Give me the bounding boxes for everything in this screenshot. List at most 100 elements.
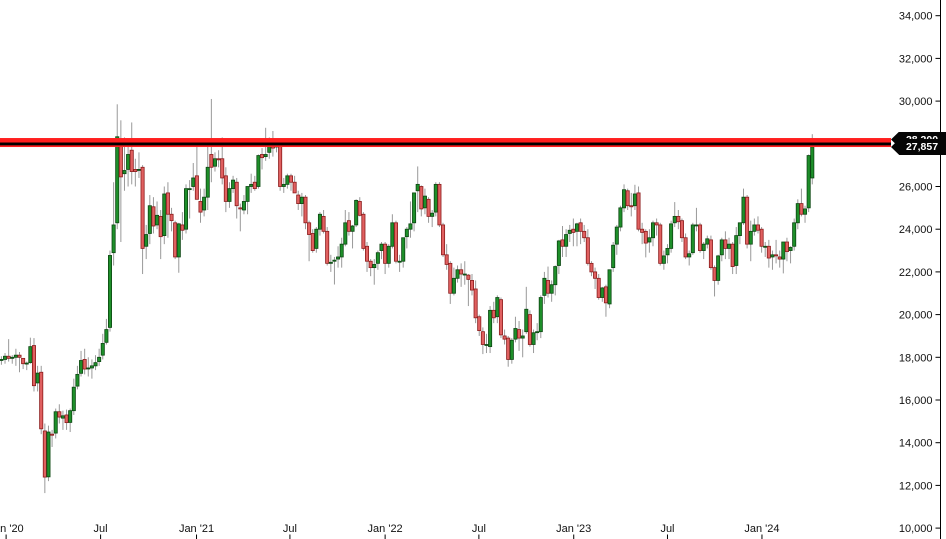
candle-up	[509, 339, 514, 360]
y-tick-label: 30,000	[899, 96, 933, 108]
candle-down	[589, 262, 594, 273]
candles-layer	[0, 98, 815, 494]
candle-up	[115, 136, 120, 224]
candle-up	[651, 222, 656, 239]
candle-up	[0, 359, 4, 361]
candle-up	[451, 277, 456, 294]
candle-up	[339, 243, 344, 258]
candle-down	[444, 254, 449, 265]
candle-down	[31, 345, 36, 387]
candle-down	[498, 299, 503, 336]
candle-up	[611, 244, 616, 269]
candle-up	[574, 223, 579, 232]
candle-down	[50, 433, 55, 436]
candle-up	[788, 246, 793, 251]
candle-up	[397, 260, 402, 263]
candle-up	[701, 243, 706, 251]
y-tick-label: 24,000	[899, 224, 933, 236]
candle-down	[365, 245, 370, 262]
candle-up	[46, 431, 51, 478]
candle-up	[176, 223, 181, 258]
candle-up	[336, 256, 341, 260]
candle-up	[430, 212, 435, 217]
y-tick-label: 20,000	[899, 310, 933, 322]
candle-down	[730, 243, 735, 267]
candle-up	[734, 235, 739, 266]
candle-down	[17, 354, 22, 358]
candle-up	[126, 154, 131, 170]
candle-down	[658, 224, 663, 264]
candle-up	[328, 261, 333, 264]
candle-up	[716, 255, 721, 281]
candle-up	[93, 362, 98, 367]
candle-down	[506, 337, 511, 360]
candle-down	[708, 239, 713, 269]
candle-up	[553, 266, 558, 286]
candle-down	[133, 169, 138, 172]
candle-down	[158, 215, 163, 238]
x-tick-label: Jan '23	[556, 523, 591, 535]
candle-up	[488, 309, 493, 348]
candle-up	[108, 255, 113, 328]
candle-down	[310, 233, 315, 251]
candle-up	[386, 245, 391, 264]
candle-up	[89, 365, 94, 369]
candle-down	[426, 198, 431, 217]
candle-down	[296, 194, 301, 204]
candle-down	[560, 239, 565, 247]
y-tick-label: 18,000	[899, 352, 933, 364]
candle-up	[538, 297, 543, 333]
candle-up	[661, 255, 666, 264]
candle-down	[292, 181, 297, 194]
candle-up	[53, 411, 58, 434]
candle-up	[694, 224, 699, 227]
candle-down	[766, 245, 771, 259]
candle-up	[241, 201, 246, 211]
candle-down	[303, 196, 308, 224]
candle-down	[6, 355, 11, 359]
candle-down	[361, 213, 366, 249]
candle-down	[777, 256, 782, 260]
candle-up	[455, 269, 460, 279]
candle-down	[448, 262, 453, 294]
candle-up	[3, 355, 8, 360]
x-tick-label: Jan '24	[744, 523, 779, 535]
candle-up	[535, 331, 540, 334]
candle-up	[79, 360, 84, 374]
x-tick-label: Jul	[283, 523, 297, 535]
candle-down	[173, 222, 178, 258]
candle-up	[212, 158, 217, 167]
candle-up	[350, 225, 355, 232]
candle-up	[567, 229, 572, 234]
y-tick-label: 16,000	[899, 395, 933, 407]
candle-up	[97, 356, 102, 362]
candle-down	[216, 158, 221, 161]
candle-down	[466, 274, 471, 280]
candle-down	[683, 237, 688, 258]
candle-up	[763, 245, 768, 248]
candle-down	[165, 192, 170, 215]
candle-up	[256, 155, 261, 187]
candle-up	[100, 343, 105, 356]
candle-up	[520, 335, 525, 339]
candle-up	[705, 238, 710, 245]
candle-down	[774, 254, 779, 257]
candle-up	[184, 188, 189, 230]
candle-down	[39, 371, 44, 430]
candle-up	[285, 175, 290, 185]
candle-down	[603, 286, 608, 304]
candle-up	[600, 287, 605, 298]
candle-up	[205, 166, 210, 198]
candle-up	[187, 188, 192, 191]
candle-down	[799, 203, 804, 215]
x-axis: Jan '20 Jul Jan '21 Jul Jan '22 Jul Jan '23 Jul…	[0, 523, 780, 539]
candle-down	[698, 224, 703, 251]
candle-up	[792, 222, 797, 247]
candle-down	[712, 267, 717, 281]
x-tick-label: Jul	[660, 523, 674, 535]
candle-up	[484, 344, 489, 346]
candle-up	[752, 224, 757, 232]
candle-up	[354, 199, 359, 226]
candle-up	[249, 183, 254, 187]
